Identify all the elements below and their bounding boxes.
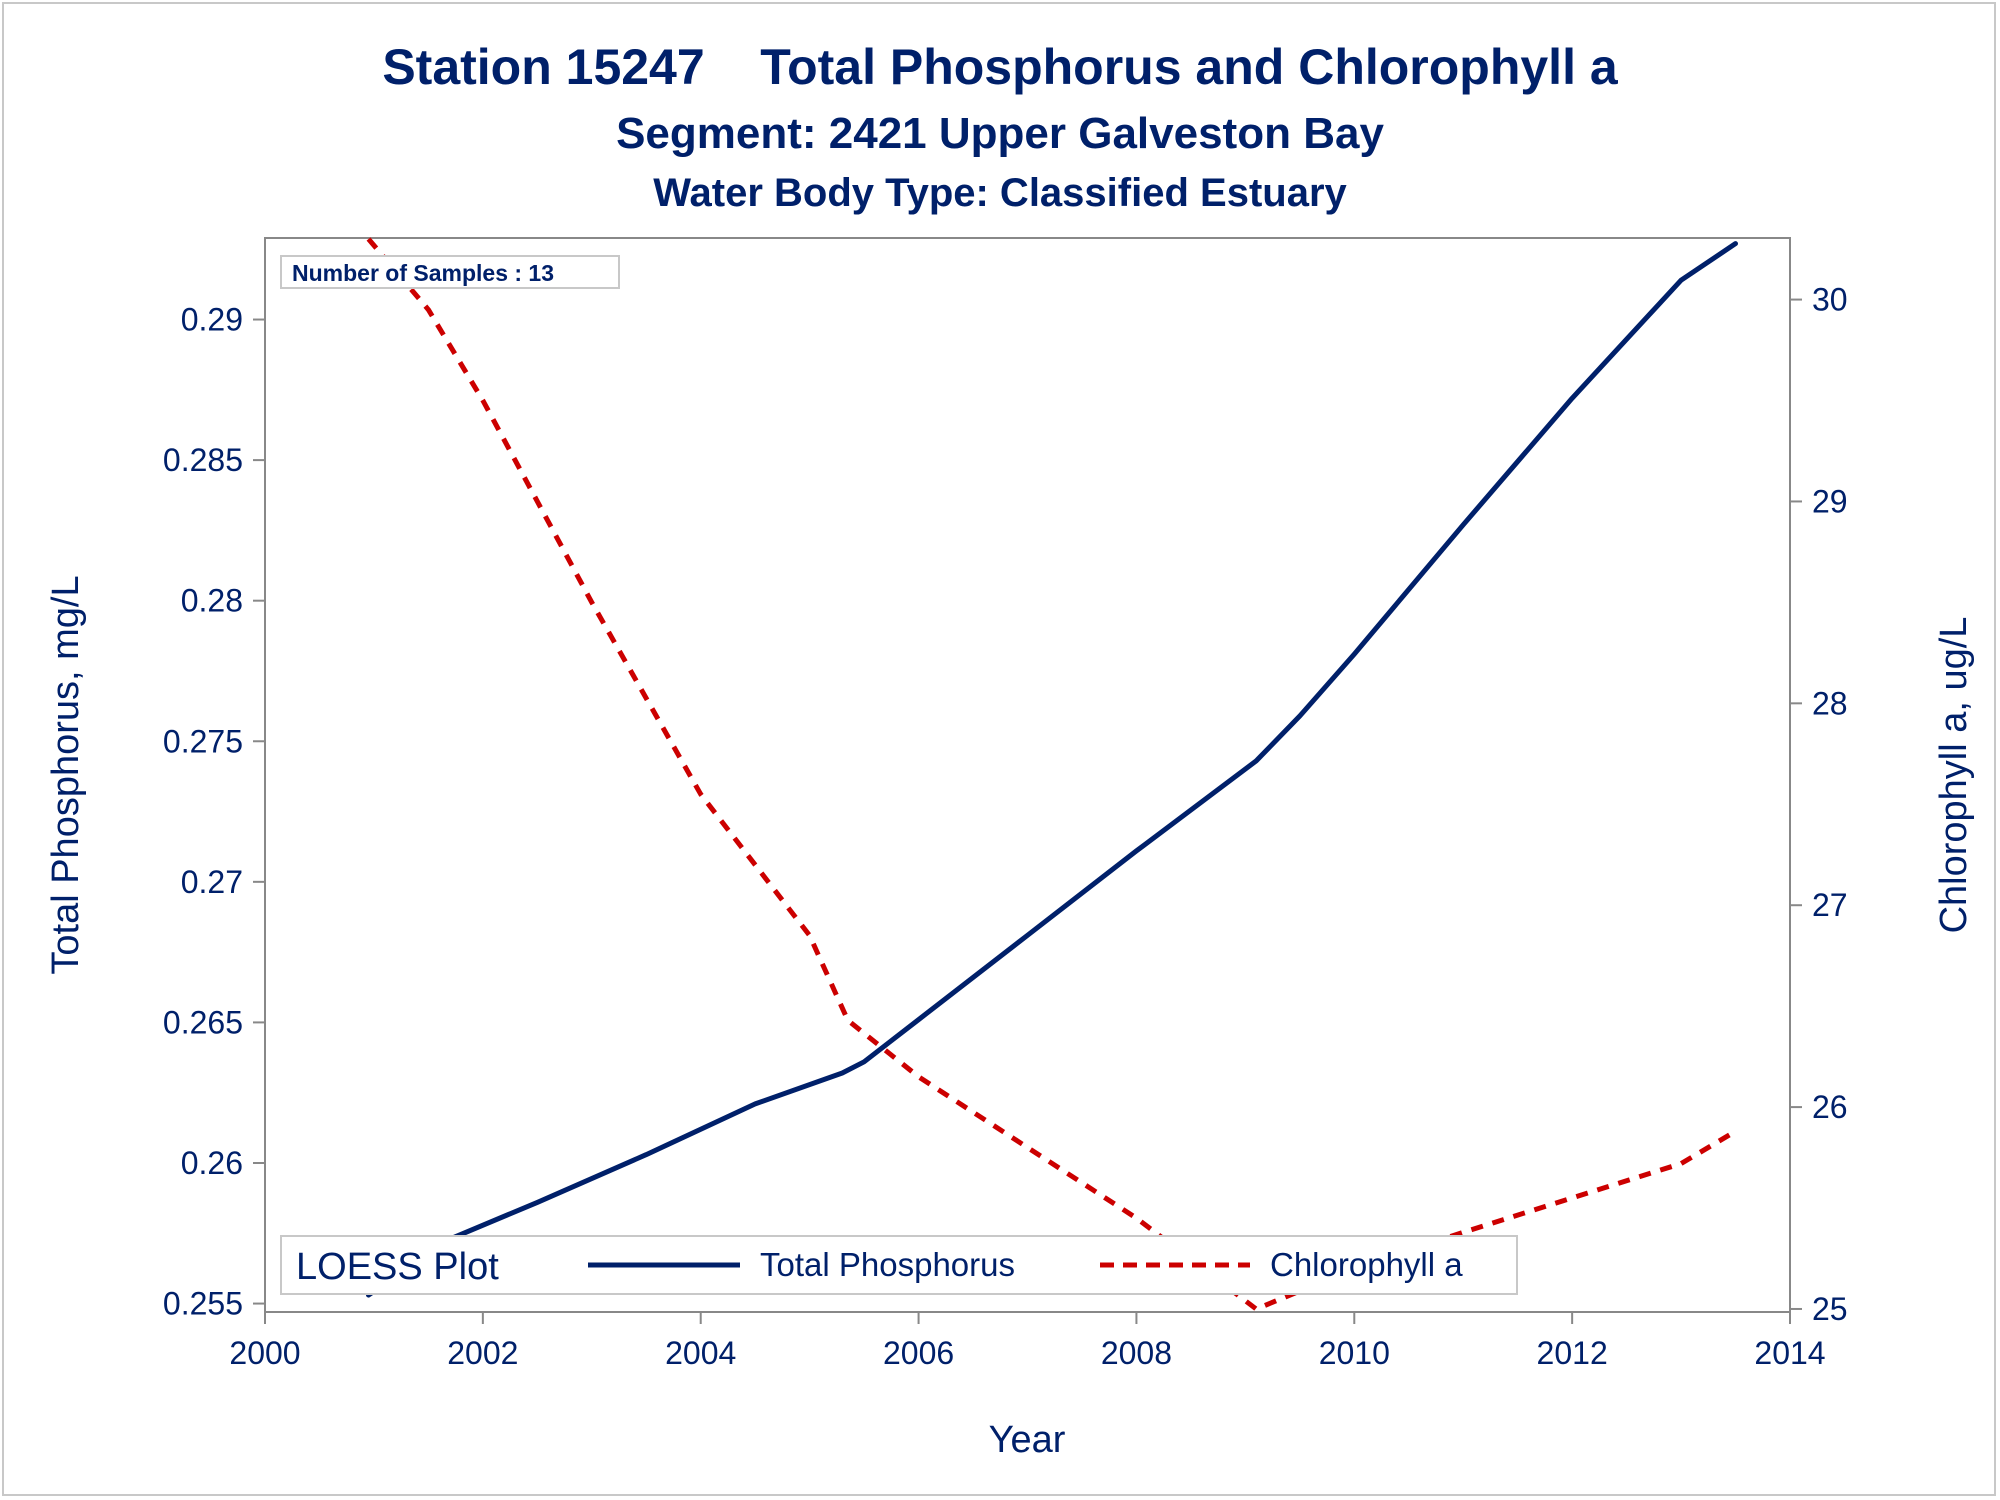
y2-tick-label: 29 (1812, 483, 1848, 519)
y2-tick-label: 25 (1812, 1291, 1848, 1327)
y-tick-label: 0.275 (163, 723, 243, 759)
sample-count-text: Number of Samples : 13 (292, 260, 554, 286)
legend-item-chlorophyll: Chlorophyll a (1270, 1246, 1463, 1283)
y2-tick-label: 26 (1812, 1089, 1848, 1125)
series-line-phosphorus (366, 241, 1738, 1298)
x-tick-label: 2014 (1754, 1335, 1825, 1371)
legend-item-phosphorus: Total Phosphorus (760, 1246, 1015, 1283)
legend: LOESS Plot Total Phosphorus Chlorophyll … (280, 1235, 1518, 1295)
x-axis-label: Year (989, 1419, 1066, 1461)
legend-title: LOESS Plot (296, 1246, 499, 1288)
x-tick-label: 2006 (883, 1335, 954, 1371)
y-tick-label: 0.28 (181, 583, 243, 619)
series-layer (366, 237, 1738, 1312)
x-tick-label: 2004 (665, 1335, 736, 1371)
x-tick-label: 2002 (447, 1335, 518, 1371)
y-axis-right: 25 26 27 28 29 30 (1790, 282, 1848, 1327)
y-tick-label: 0.255 (163, 1286, 243, 1322)
series-line-chlorophyll (366, 237, 1737, 1312)
y-tick-label: 0.27 (181, 864, 243, 900)
y-tick-label: 0.26 (181, 1145, 243, 1181)
y-tick-label: 0.29 (181, 302, 243, 338)
x-axis: 2000 2002 2004 2006 2008 2010 2012 2014 (229, 1312, 1826, 1371)
plot-area (264, 237, 1791, 1313)
chart-subtitle-segment: Segment: 2421 Upper Galveston Bay (616, 109, 1384, 158)
y2-tick-label: 30 (1812, 282, 1848, 318)
y2-axis-label: Chlorophyll a, ug/L (1933, 617, 1975, 934)
sample-count-inset: Number of Samples : 13 (280, 255, 620, 289)
x-tick-label: 2008 (1101, 1335, 1172, 1371)
y2-tick-label: 27 (1812, 887, 1848, 923)
y-tick-label: 0.285 (163, 442, 243, 478)
y-axis-left: 0.255 0.26 0.265 0.27 0.275 0.28 0.285 0.29 (163, 302, 265, 1322)
x-tick-label: 2010 (1319, 1335, 1390, 1371)
y2-tick-label: 28 (1812, 685, 1848, 721)
x-tick-label: 2000 (229, 1335, 300, 1371)
y-axis-label: Total Phosphorus, mg/L (45, 575, 87, 974)
x-tick-label: 2012 (1537, 1335, 1608, 1371)
chart-subtitle-water-body: Water Body Type: Classified Estuary (653, 171, 1347, 215)
chart-title: Station 15247 Total Phosphorus and Chlor… (382, 39, 1619, 95)
y-tick-label: 0.265 (163, 1004, 243, 1040)
